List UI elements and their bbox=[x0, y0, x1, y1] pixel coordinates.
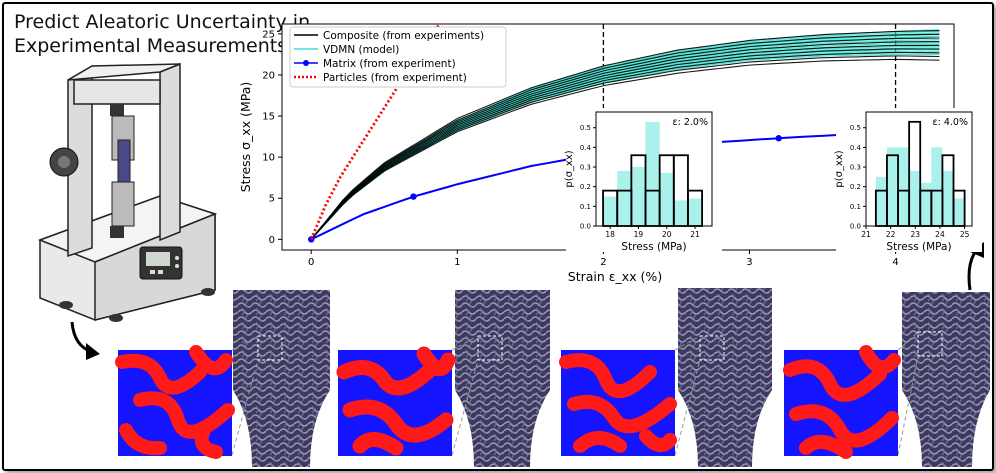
specimen-4 bbox=[902, 292, 990, 467]
microstructure-1 bbox=[115, 335, 259, 459]
histogram-strain-2: 18 19 20 21 0.0 0.1 0.2 0.3 0.4 0.5 ε: 2.0% Stress … bbox=[564, 108, 722, 253]
inset-y-tick-label-3: 0.3 bbox=[580, 164, 591, 172]
vdmn-bar-1 bbox=[617, 170, 632, 226]
inset-x-tick-label-1: 19 bbox=[634, 230, 644, 239]
vdmn-bar-2 bbox=[631, 167, 646, 226]
series-composite-curve-4 bbox=[310, 44, 940, 240]
vdmn-bar-4 bbox=[659, 172, 674, 226]
specimen-2 bbox=[455, 290, 550, 467]
microstructure-2 bbox=[336, 335, 479, 456]
matrix-marker-1 bbox=[410, 193, 417, 200]
y-tick-label-3: 15 bbox=[262, 112, 275, 123]
vdmn-bar-0 bbox=[603, 196, 618, 226]
vdmn-bar-0 bbox=[875, 176, 887, 226]
series-composite-curve-2 bbox=[310, 51, 940, 240]
legend-particles: Particles (from experiment) bbox=[323, 72, 467, 84]
y-tick-label-1: 5 bbox=[269, 194, 275, 205]
arrow-down-icon bbox=[70, 321, 100, 360]
inset-x-tick-label-2: 20 bbox=[662, 230, 672, 239]
series-composite-curve-6 bbox=[310, 37, 940, 240]
histogram-strain-4: 21 22 23 24 25 0.0 0.1 0.2 0.3 0.4 0.5 ε: 4.0% Stres… bbox=[834, 108, 982, 253]
inset-y-tick-label-5: 0.5 bbox=[580, 124, 591, 132]
inset-y-tick-label-1: 0.1 bbox=[580, 203, 591, 211]
inset-y-tick-label-5: 0.5 bbox=[850, 124, 861, 132]
matrix-marker-0 bbox=[308, 236, 315, 243]
vdmn-bar-3 bbox=[645, 121, 660, 226]
x-tick-label-1: 1 bbox=[454, 257, 460, 268]
x-axis-label: Strain ε_xx (%) bbox=[568, 269, 662, 284]
y-tick-label-2: 10 bbox=[262, 153, 275, 164]
inset-y-tick-label-1: 0.1 bbox=[850, 203, 861, 211]
inset-y-tick-label-4: 0.4 bbox=[580, 144, 592, 152]
headline-line-2: Experimental Measurements bbox=[14, 35, 288, 57]
vdmn-bar-5 bbox=[673, 200, 688, 226]
inset-x-tick-label-3: 24 bbox=[935, 230, 945, 239]
microstructure-4 bbox=[783, 331, 919, 459]
inset-x-tick-label-0: 21 bbox=[861, 230, 871, 239]
y-axis-label: Stress σ_xx (MPa) bbox=[238, 82, 253, 193]
headline-line-1: Predict Aleatoric Uncertainty in bbox=[14, 11, 311, 33]
inset-strain-label: ε: 4.0% bbox=[933, 117, 969, 128]
x-tick-label-3: 3 bbox=[746, 257, 752, 268]
microstructure-3 bbox=[559, 335, 701, 456]
vdmn-bar-5 bbox=[931, 147, 943, 226]
inset-y-tick-label-2: 0.2 bbox=[850, 183, 861, 191]
legend: Composite (from experiments) VDMN (model… bbox=[289, 26, 507, 88]
inset-x-tick-label-2: 23 bbox=[911, 230, 921, 239]
vdmn-bar-6 bbox=[942, 170, 954, 226]
inset-frame bbox=[595, 111, 713, 227]
headline: Predict Aleatoric Uncertainty in Experim… bbox=[14, 10, 310, 58]
legend-matrix: Matrix (from experiment) bbox=[323, 58, 456, 70]
inset-frame bbox=[865, 111, 973, 227]
series-composite-curve-3 bbox=[310, 48, 940, 240]
vdmn-bar-2 bbox=[898, 147, 910, 226]
vdmn-bar-4 bbox=[920, 182, 932, 226]
matrix-marker-3 bbox=[775, 135, 782, 142]
vdmn-bar-7 bbox=[953, 198, 965, 226]
inset-y-tick-label-3: 0.3 bbox=[850, 164, 861, 172]
inset-x-axis-label: Stress (MPa) bbox=[886, 241, 951, 253]
x-tick-label-2: 2 bbox=[600, 257, 606, 268]
inset-x-tick-label-4: 25 bbox=[960, 230, 970, 239]
inset-x-tick-label-1: 22 bbox=[886, 230, 896, 239]
series-composite-curve-5 bbox=[310, 41, 940, 240]
inset-background bbox=[566, 108, 722, 252]
vdmn-bar-6 bbox=[687, 198, 703, 226]
inset-y-axis-label: p(σ_xx) bbox=[834, 150, 845, 187]
inset-y-axis-label: p(σ_xx) bbox=[564, 150, 575, 187]
vdmn-bar-3 bbox=[909, 170, 921, 226]
inset-y-tick-label-0: 0.0 bbox=[580, 223, 591, 231]
inset-y-tick-label-0: 0.0 bbox=[850, 223, 861, 231]
tensile-testing-machine bbox=[37, 62, 218, 322]
legend-composite: Composite (from experiments) bbox=[323, 30, 484, 42]
series-composite-curve-0 bbox=[310, 58, 940, 240]
x-tick-label-4: 4 bbox=[892, 257, 898, 268]
inset-x-tick-label-0: 18 bbox=[605, 230, 615, 239]
y-tick-label-5: 25 bbox=[262, 29, 275, 40]
y-tick-label-4: 20 bbox=[262, 70, 275, 81]
specimen-1 bbox=[233, 290, 330, 467]
series-composite-curve-8 bbox=[310, 30, 940, 240]
inset-x-axis-label: Stress (MPa) bbox=[621, 241, 686, 253]
y-tick-label-0: 0 bbox=[269, 235, 275, 246]
x-tick-label-0: 0 bbox=[308, 257, 314, 268]
series-composite-curve-1 bbox=[310, 55, 940, 240]
inset-strain-label: ε: 2.0% bbox=[673, 117, 709, 128]
specimen-3 bbox=[678, 288, 772, 467]
vdmn-bar-1 bbox=[886, 147, 899, 226]
inset-y-tick-label-2: 0.2 bbox=[580, 183, 591, 191]
series-composite-curve-7 bbox=[310, 33, 940, 240]
inset-y-tick-label-4: 0.4 bbox=[850, 144, 862, 152]
legend-vdmn: VDMN (model) bbox=[323, 44, 399, 56]
inset-x-tick-label-3: 21 bbox=[690, 230, 700, 239]
